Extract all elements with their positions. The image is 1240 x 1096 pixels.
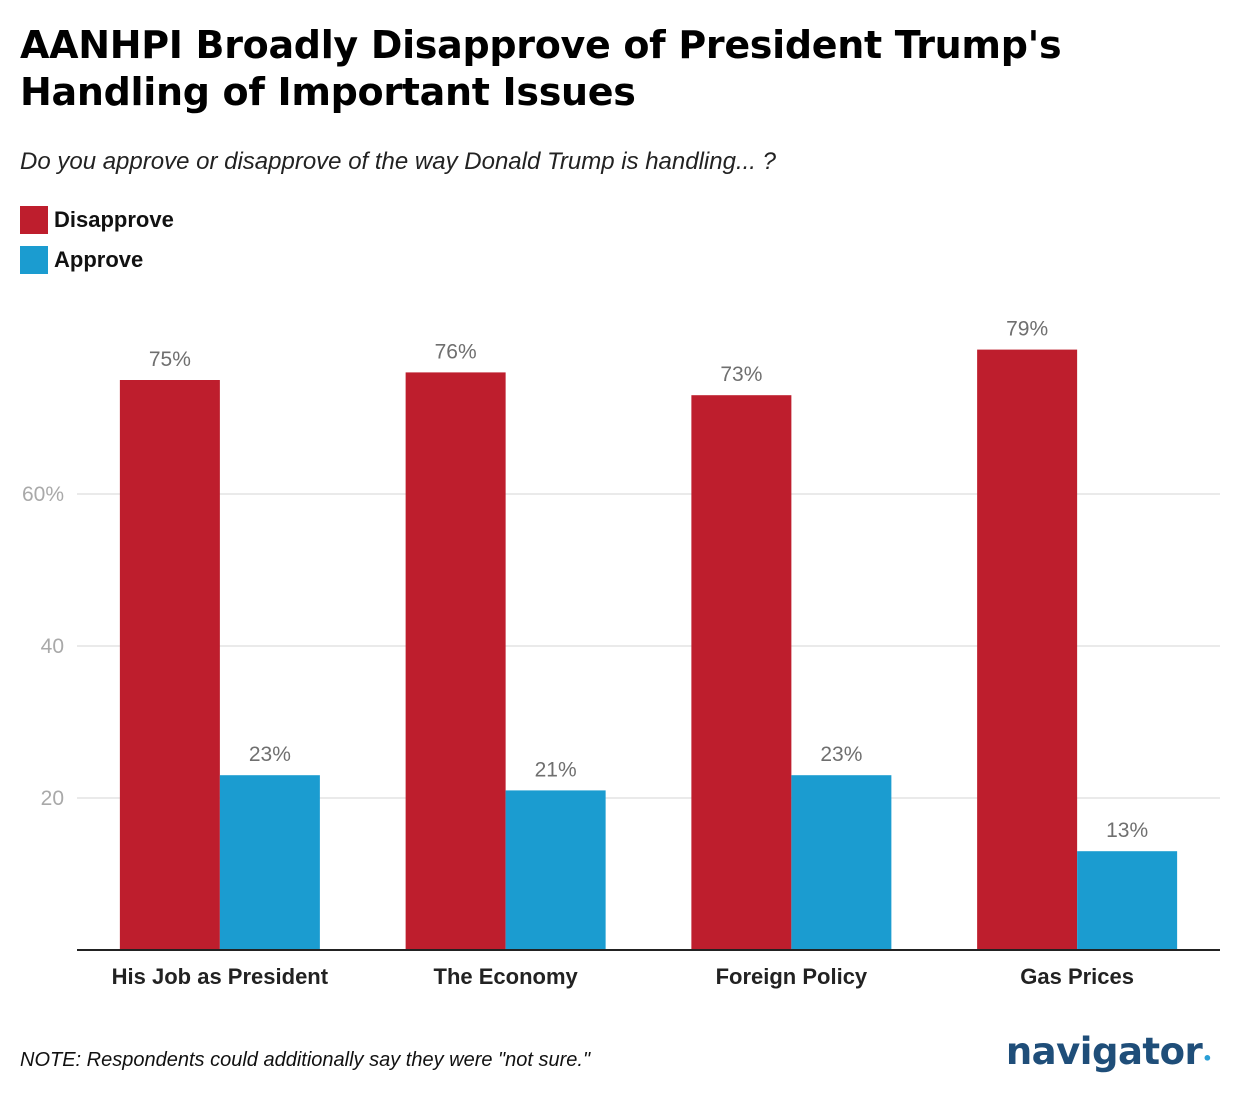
bar-disapprove-0 [119,380,220,950]
bar-chart: 20 40 60% 75% 23% His Job as President 76% 21% T… [22,318,1220,989]
data-label-approve-2: 23% [820,743,862,766]
brand-dot-icon: • [1202,1049,1212,1068]
footnote: NOTE: Respondents could additionally say… [20,1049,591,1071]
x-category-label-0: His Job as President [112,964,329,989]
legend-swatch-disapprove [20,206,48,234]
data-label-disapprove-3: 79% [1006,318,1048,341]
legend-label-approve: Approve [54,247,144,272]
x-category-label-1: The Economy [434,964,579,989]
x-category-label-3: Gas Prices [1020,964,1134,989]
navigator-logo: navigator• [1005,1030,1213,1073]
brand-name: navigator [1005,1030,1203,1073]
bar-disapprove-3 [977,349,1078,951]
y-tick-label-20: 20 [41,787,64,810]
legend: Disapprove Approve [20,200,174,280]
bar-approve-2 [791,775,892,950]
data-label-approve-1: 21% [535,758,577,781]
legend-swatch-approve [20,246,48,274]
bar-approve-1 [505,790,606,950]
legend-item-approve: Approve [20,240,174,280]
chart-subtitle: Do you approve or disapprove of the way … [20,148,776,175]
data-label-disapprove-1: 76% [435,340,477,363]
data-label-approve-3: 13% [1106,819,1148,842]
legend-item-disapprove: Disapprove [20,200,174,240]
bar-approve-0 [219,775,320,950]
legend-label-disapprove: Disapprove [54,207,174,232]
data-label-disapprove-2: 73% [720,363,762,386]
y-tick-label-40: 40 [41,635,64,658]
bar-approve-3 [1077,851,1178,950]
x-category-label-2: Foreign Policy [716,964,868,989]
data-label-approve-0: 23% [249,743,291,766]
y-tick-label-60: 60% [22,483,64,506]
bar-disapprove-1 [405,372,506,950]
chart-title: AANHPI Broadly Disapprove of President T… [20,23,1062,114]
bar-disapprove-2 [691,395,792,950]
data-label-disapprove-0: 75% [149,348,191,371]
